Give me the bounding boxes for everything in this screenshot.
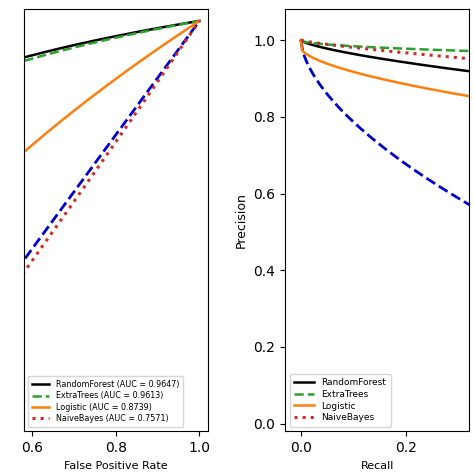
X-axis label: False Positive Rate: False Positive Rate: [64, 461, 168, 471]
Y-axis label: Precision: Precision: [235, 192, 248, 248]
Legend: RandomForest (AUC = 0.9647), ExtraTrees (AUC = 0.9613), Logistic (AUC = 0.8739),: RandomForest (AUC = 0.9647), ExtraTrees …: [27, 376, 183, 428]
Legend: RandomForest, ExtraTrees, Logistic, NaiveBayes: RandomForest, ExtraTrees, Logistic, Naiv…: [290, 374, 391, 427]
X-axis label: Recall: Recall: [361, 461, 394, 471]
